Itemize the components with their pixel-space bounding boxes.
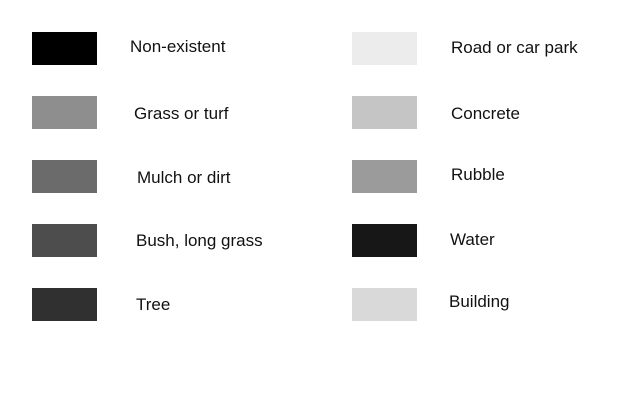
swatch-road-or-car-park: [352, 32, 417, 65]
legend-label-concrete: Concrete: [451, 104, 520, 123]
legend-item-road-or-car-park: Road or car park: [352, 32, 640, 66]
legend-item-grass-or-turf: Grass or turf: [32, 96, 332, 130]
swatch-tree: [32, 288, 97, 321]
swatch-mulch-or-dirt: [32, 160, 97, 193]
legend-item-concrete: Concrete: [352, 96, 640, 130]
legend-item-rubble: Rubble: [352, 160, 640, 194]
swatch-grass-or-turf: [32, 96, 97, 129]
legend-item-building: Building: [352, 288, 640, 322]
legend-label-rubble: Rubble: [451, 165, 505, 184]
legend-label-bush-long-grass: Bush, long grass: [136, 231, 263, 250]
swatch-water: [352, 224, 417, 257]
swatch-non-existent: [32, 32, 97, 65]
legend-item-non-existent: Non-existent: [32, 32, 332, 66]
swatch-bush-long-grass: [32, 224, 97, 257]
legend-label-grass-or-turf: Grass or turf: [134, 104, 229, 123]
swatch-building: [352, 288, 417, 321]
swatch-concrete: [352, 96, 417, 129]
legend-label-water: Water: [450, 230, 495, 249]
legend-item-water: Water: [352, 224, 640, 258]
legend-item-mulch-or-dirt: Mulch or dirt: [32, 160, 332, 194]
legend-label-mulch-or-dirt: Mulch or dirt: [137, 168, 231, 187]
legend-label-non-existent: Non-existent: [130, 37, 226, 56]
legend-label-tree: Tree: [136, 295, 171, 314]
legend-item-bush-long-grass: Bush, long grass: [32, 224, 332, 258]
legend-label-building: Building: [449, 292, 510, 311]
swatch-rubble: [352, 160, 417, 193]
legend-item-tree: Tree: [32, 288, 332, 322]
legend-label-road-or-car-park: Road or car park: [451, 38, 578, 57]
